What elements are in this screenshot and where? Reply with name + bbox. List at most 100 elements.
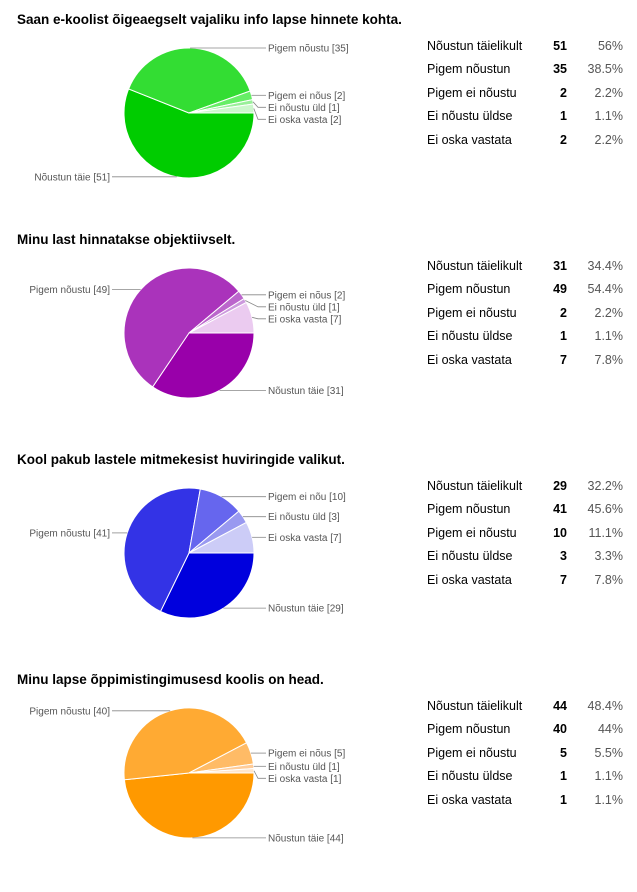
pie-leader-line <box>245 300 266 308</box>
stats-label: Nõustun täielikult <box>427 258 523 273</box>
stats-row: Ei nõustu üldse 1 1.1% <box>420 105 623 129</box>
stats-percent: 1.1% <box>594 109 624 124</box>
stats-percent: 5.5% <box>594 745 624 760</box>
pie-slice <box>151 332 255 399</box>
stats-label: Pigem nõustun <box>427 62 511 77</box>
pie-slice-label: Ei nõustu üld [3] <box>268 512 340 523</box>
pie-slice-label: Pigem ei nõu [10] <box>268 492 346 503</box>
stats-row: Ei nõustu üldse 1 1.1% <box>420 325 623 349</box>
stats-count: 1 <box>560 329 567 344</box>
question-block: Saan e-koolist õigeaegselt vajaliku info… <box>0 12 637 232</box>
stats-count: 31 <box>553 258 567 273</box>
stats-label: Pigem ei nõustu <box>427 85 517 100</box>
pie-slice-label: Nõustun täie [31] <box>268 386 344 397</box>
stats-label: Ei nõustu üldse <box>427 769 513 784</box>
stats-row: Nõustun täielikult 51 56% <box>420 34 623 58</box>
stats-label: Ei nõustu üldse <box>427 109 513 124</box>
stats-row: Ei oska vastata 1 1.1% <box>420 788 623 812</box>
pie-slice <box>123 772 255 839</box>
stats-count: 7 <box>560 572 567 587</box>
pie-slice <box>123 707 248 781</box>
stats-percent: 1.1% <box>594 769 624 784</box>
stats-row: Pigem ei nõustu 5 5.5% <box>420 741 623 765</box>
question-title: Kool pakub lastele mitmekesist huviringi… <box>17 452 345 467</box>
pie-slice <box>188 301 255 334</box>
question-block: Minu last hinnatakse objektiivselt. Pige… <box>0 232 637 452</box>
pie-leader-line <box>253 108 266 120</box>
stats-count: 1 <box>560 109 567 124</box>
stats-label: Ei oska vastata <box>427 352 512 367</box>
stats-percent: 1.1% <box>594 329 624 344</box>
pie-slice <box>188 767 255 774</box>
stats-count: 5 <box>560 745 567 760</box>
stats-percent: 2.2% <box>594 85 624 100</box>
stats-count: 29 <box>553 478 567 493</box>
pie-slice-label: Pigem ei nõus [2] <box>268 91 345 102</box>
stats-label: Ei oska vastata <box>427 792 512 807</box>
stats-percent: 1.1% <box>594 792 624 807</box>
pie-slice-label: Ei oska vasta [1] <box>268 774 342 785</box>
stats-count: 44 <box>553 698 567 713</box>
stats-percent: 34.4% <box>587 258 623 273</box>
stats-row: Pigem nõustun 49 54.4% <box>420 278 623 302</box>
pie-slice-label: Pigem nõustu [49] <box>29 285 110 296</box>
stats-row: Pigem ei nõustu 2 2.2% <box>420 81 623 105</box>
pie-slice-label: Ei oska vasta [2] <box>268 115 342 126</box>
pie-slice-label: Ei oska vasta [7] <box>268 533 342 544</box>
stats-row: Ei oska vastata 2 2.2% <box>420 128 623 152</box>
question-title: Minu lapse õppimistingimusesd koolis on … <box>17 672 324 687</box>
stats-percent: 45.6% <box>587 502 623 517</box>
stats-percent: 56% <box>597 38 623 53</box>
pie-leader-line <box>252 316 266 320</box>
stats-count: 40 <box>553 722 567 737</box>
stats-row: Ei oska vastata 7 7.8% <box>420 568 623 592</box>
stats-row: Ei nõustu üldse 3 3.3% <box>420 545 623 569</box>
stats-count: 7 <box>560 352 567 367</box>
stats-count: 3 <box>560 549 567 564</box>
stats-label: Nõustun täielikult <box>427 478 523 493</box>
stats-table: Nõustun täielikult 51 56% Pigem nõustun 35 38… <box>420 34 623 152</box>
stats-percent: 44% <box>597 722 623 737</box>
stats-percent: 11.1% <box>588 525 623 540</box>
stats-count: 35 <box>553 62 567 77</box>
stats-percent: 7.8% <box>594 352 624 367</box>
pie-slice-label: Ei nõustu üld [1] <box>268 762 340 773</box>
stats-label: Pigem nõustun <box>427 282 511 297</box>
pie-slice-label: Nõustun täie [51] <box>34 172 110 183</box>
stats-label: Ei oska vastata <box>427 572 512 587</box>
stats-row: Nõustun täielikult 29 32.2% <box>420 474 623 498</box>
pie-slice-label: Pigem nõustu [41] <box>29 528 110 539</box>
stats-percent: 7.8% <box>594 572 624 587</box>
stats-percent: 32.2% <box>587 478 623 493</box>
stats-table: Nõustun täielikult 29 32.2% Pigem nõustun 41… <box>420 474 623 592</box>
question-block: Minu lapse õppimistingimusesd koolis on … <box>0 672 637 892</box>
stats-label: Ei nõustu üldse <box>427 549 513 564</box>
pie-slice-label: Nõustun täie [44] <box>268 833 344 844</box>
question-block: Kool pakub lastele mitmekesist huviringi… <box>0 452 637 672</box>
stats-label: Pigem nõustun <box>427 722 511 737</box>
stats-percent: 54.4% <box>587 282 623 297</box>
pie-chart: Pigem ei nõus [5] Ei nõustu üld [1]Ei osk… <box>29 706 345 844</box>
pie-leader-line <box>253 770 266 779</box>
pie-slice-label: Pigem nõustu [35] <box>268 44 349 55</box>
pie-slice <box>123 88 255 179</box>
stats-count: 51 <box>553 38 567 53</box>
stats-row: Ei oska vastata 7 7.8% <box>420 348 623 372</box>
stats-row: Nõustun täielikult 31 34.4% <box>420 254 623 278</box>
stats-row: Pigem nõustun 41 45.6% <box>420 498 623 522</box>
stats-row: Pigem ei nõustu 2 2.2% <box>420 301 623 325</box>
stats-label: Ei nõustu üldse <box>427 329 513 344</box>
pie-chart: Pigem ei nõu [10] Ei nõustu üld [3] Ei osk… <box>29 487 346 619</box>
pie-slice-label: Ei nõustu üld [1] <box>268 302 340 313</box>
stats-count: 2 <box>560 85 567 100</box>
stats-row: Ei nõustu üldse 1 1.1% <box>420 765 623 789</box>
stats-label: Pigem nõustun <box>427 502 511 517</box>
stats-label: Ei oska vastata <box>427 132 512 147</box>
stats-count: 1 <box>560 769 567 784</box>
question-title: Minu last hinnatakse objektiivselt. <box>17 232 236 247</box>
pie-slice-label: Pigem ei nõus [5] <box>268 749 345 760</box>
pie-slice-label: Pigem ei nõus [2] <box>268 290 345 301</box>
stats-label: Pigem ei nõustu <box>427 745 517 760</box>
stats-table: Nõustun täielikult 44 48.4% Pigem nõustun 40… <box>420 694 623 812</box>
question-title: Saan e-koolist õigeaegselt vajaliku info… <box>17 12 402 27</box>
